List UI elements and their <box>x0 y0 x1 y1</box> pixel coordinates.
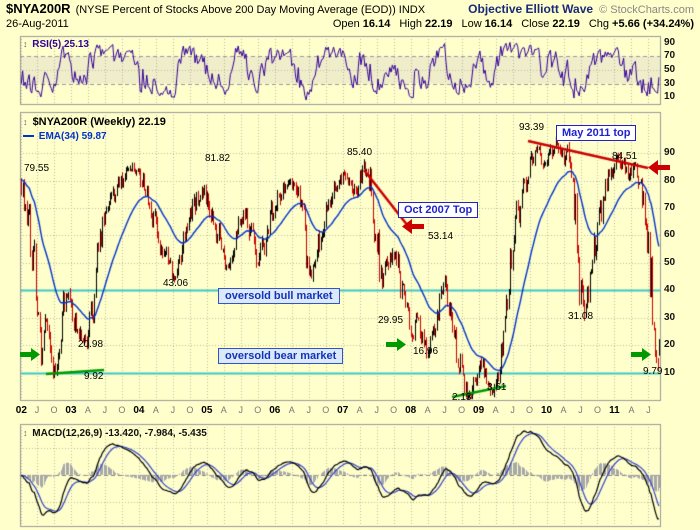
header-title-row: $NYA200R (NYSE Percent of Stocks Above 2… <box>6 2 694 17</box>
panel-drag-icon: ↕ <box>23 39 28 49</box>
chart-header: $NYA200R (NYSE Percent of Stocks Above 2… <box>6 2 694 31</box>
quote-date: 26-Aug-2011 <box>6 18 69 30</box>
quote-low-value: 16.14 <box>484 18 513 30</box>
panel-drag-icon: ↕ <box>23 428 28 438</box>
macd-label-text: MACD(12,26,9) <box>32 428 103 439</box>
macd-panel-label: ↕ MACD(12,26,9) -13.420, -7.984, -5.435 <box>23 428 207 439</box>
rsi-label-text: RSI(5) 25.13 <box>32 39 89 50</box>
panel-drag-icon: ↕ <box>23 117 28 127</box>
ema-legend: EMA(34) 59.87 <box>23 131 107 142</box>
quote-close-value: 22.19 <box>552 18 580 30</box>
ema-label-text: EMA(34) 59.87 <box>38 131 107 142</box>
header-quote-row: 26-Aug-2011 Open 16.14 High 22.19 Low 16… <box>6 17 694 31</box>
quote-low-label: Low <box>461 18 482 30</box>
main-label-text: $NYA200R (Weekly) 22.19 <box>32 116 166 128</box>
rsi-panel-label: ↕ RSI(5) 25.13 <box>23 39 89 50</box>
symbol-title: $NYA200R <box>6 1 71 16</box>
main-panel-label: ↕ $NYA200R (Weekly) 22.19 <box>23 116 166 128</box>
symbol-description: (NYSE Percent of Stocks Above 200 Day Mo… <box>75 4 426 16</box>
brand-label: Objective Elliott Wave <box>468 2 594 16</box>
macd-values-text: -13.420, -7.984, -5.435 <box>105 428 207 439</box>
quote-close-label: Close <box>521 18 550 30</box>
copyright-label: © StockCharts.com <box>599 4 694 16</box>
quote-open-label: Open <box>332 18 360 30</box>
quote-open-value: 16.14 <box>362 18 391 30</box>
ema-line-swatch-icon <box>23 135 34 138</box>
quote-chg-label: Chg <box>588 18 610 30</box>
quote-high-label: High <box>399 18 422 30</box>
quote-chg-value: +5.66 (+34.24%) <box>612 18 694 30</box>
quote-high-value: 22.19 <box>424 18 453 30</box>
